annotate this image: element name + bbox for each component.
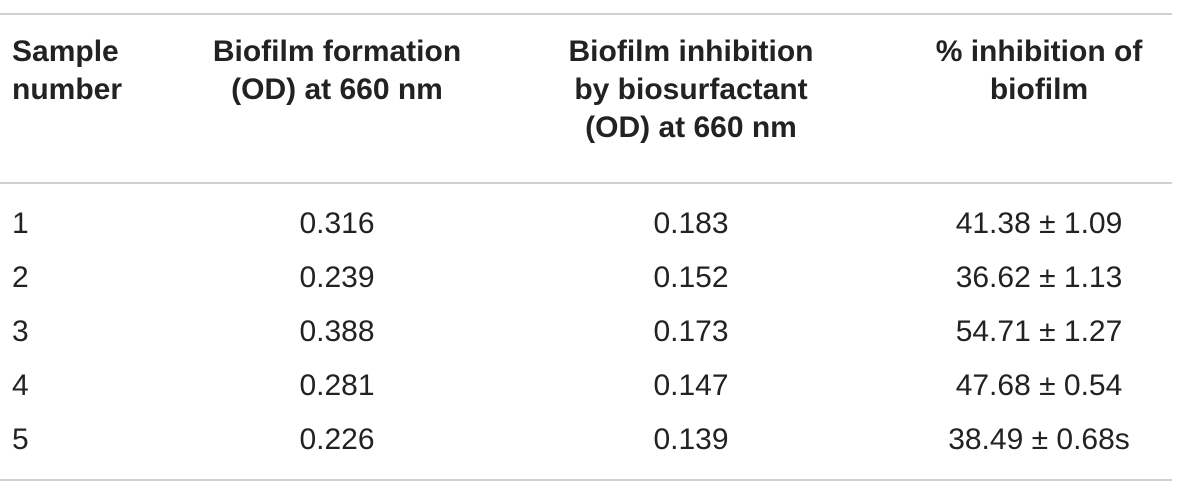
cell-sample-number: 5	[12, 423, 29, 456]
header-biofilm-inhibition: Biofilm inhibition by biosurfactant (OD)…	[514, 33, 868, 147]
header-line: number	[12, 73, 123, 106]
header-line: Sample	[12, 35, 119, 68]
cell-sample-number: 2	[12, 261, 29, 294]
cell-percent-inhibition: 41.38 ± 1.09	[955, 207, 1123, 240]
cell-biofilm-inhibition: 0.147	[653, 369, 729, 402]
cell-biofilm-formation: 0.226	[299, 423, 375, 456]
table-top-rule	[0, 13, 1172, 15]
cell-biofilm-formation: 0.281	[299, 369, 375, 402]
header-percent-inhibition: % inhibition of biofilm	[874, 33, 1200, 109]
header-line: (OD) at 660 nm	[585, 111, 797, 144]
cell-sample-number: 1	[12, 207, 29, 240]
cell-biofilm-formation: 0.388	[299, 315, 375, 348]
cell-biofilm-formation: 0.316	[299, 207, 375, 240]
table-row: 5 0.226 0.139 38.49 ± 0.68s	[0, 413, 1172, 467]
header-line: Biofilm inhibition	[568, 35, 814, 68]
header-divider-rule	[0, 182, 1172, 184]
table-row: 4 0.281 0.147 47.68 ± 0.54	[0, 359, 1172, 413]
header-line: biofilm	[989, 73, 1089, 106]
table-row: 3 0.388 0.173 54.71 ± 1.27	[0, 305, 1172, 359]
table-bottom-rule	[0, 479, 1172, 481]
cell-biofilm-inhibition: 0.152	[653, 261, 729, 294]
cell-percent-inhibition: 38.49 ± 0.68s	[948, 423, 1130, 456]
table-row: 1 0.316 0.183 41.38 ± 1.09	[0, 197, 1172, 251]
header-line: (OD) at 660 nm	[231, 73, 443, 106]
table-row: 2 0.239 0.152 36.62 ± 1.13	[0, 251, 1172, 305]
cell-percent-inhibition: 47.68 ± 0.54	[955, 369, 1123, 402]
cell-percent-inhibition: 54.71 ± 1.27	[955, 315, 1123, 348]
header-line: Biofilm formation	[212, 35, 462, 68]
header-line: by biosurfactant	[574, 73, 808, 106]
cell-biofilm-inhibition: 0.139	[653, 423, 729, 456]
cell-biofilm-inhibition: 0.173	[653, 315, 729, 348]
cell-biofilm-inhibition: 0.183	[653, 207, 729, 240]
header-sample-number: Sample number	[12, 33, 122, 109]
cell-sample-number: 4	[12, 369, 29, 402]
cell-percent-inhibition: 36.62 ± 1.13	[955, 261, 1123, 294]
header-line: % inhibition of	[935, 35, 1143, 68]
cell-sample-number: 3	[12, 315, 29, 348]
cell-biofilm-formation: 0.239	[299, 261, 375, 294]
header-biofilm-formation: Biofilm formation (OD) at 660 nm	[160, 33, 514, 109]
